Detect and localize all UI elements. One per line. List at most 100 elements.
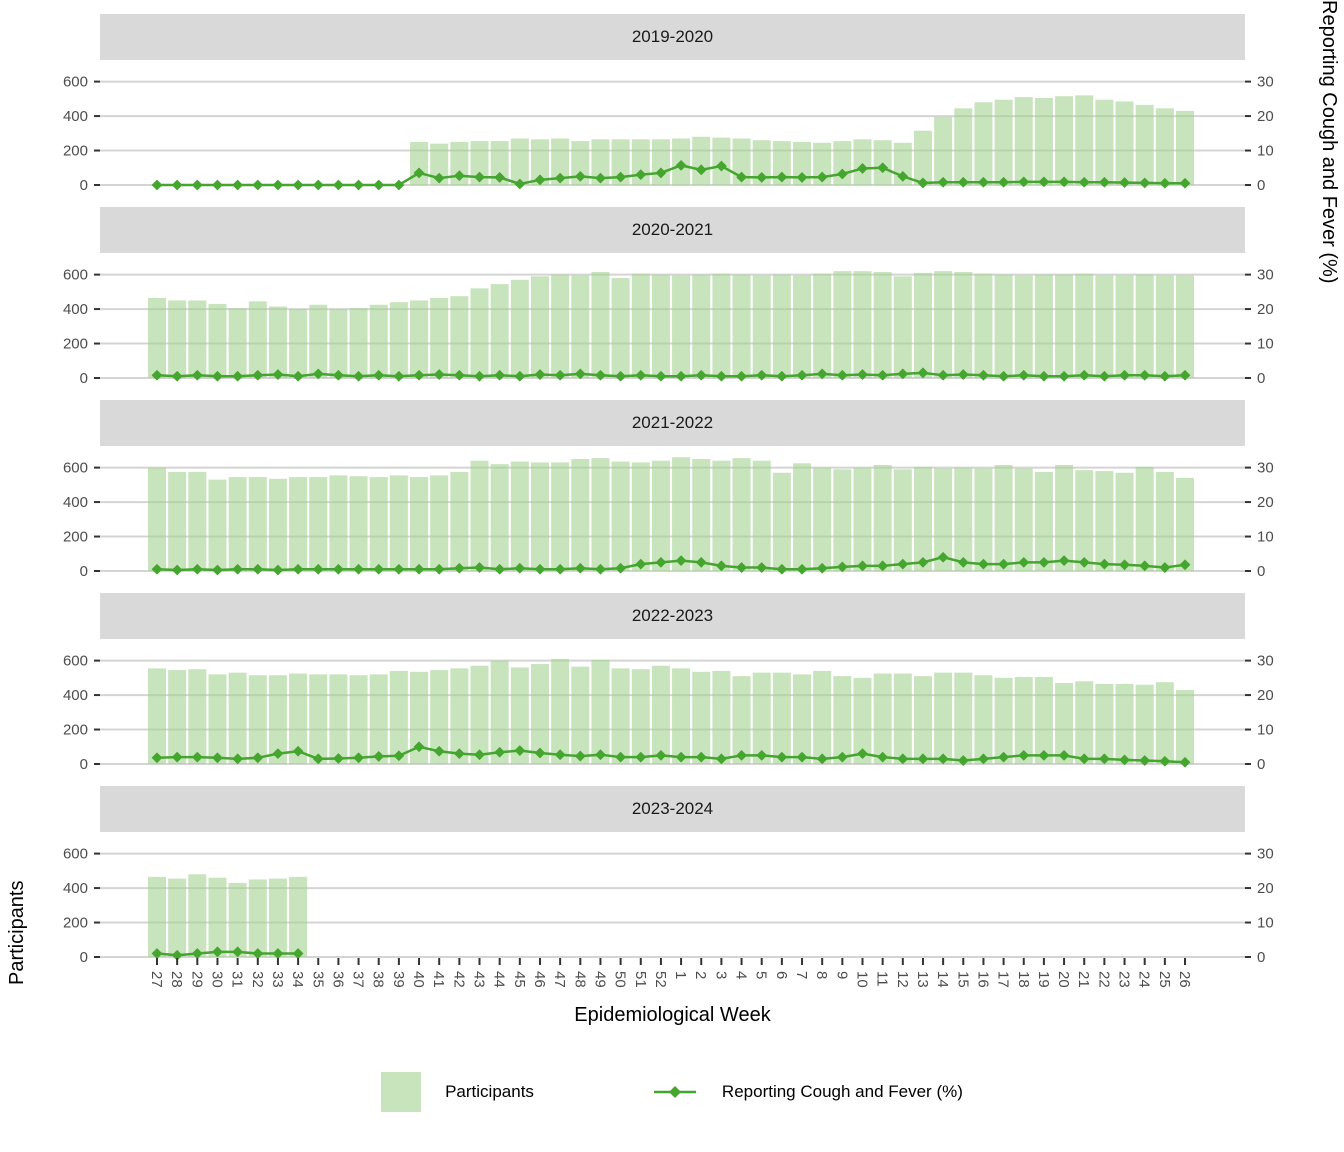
facet-strip-label: 2022-2023 <box>100 593 1245 639</box>
x-tick-label: 46 <box>531 971 548 988</box>
pct-point <box>917 367 929 379</box>
pct-point <box>635 369 647 381</box>
participants-bar <box>228 308 247 378</box>
participants-bar <box>530 664 549 764</box>
pct-point <box>1018 176 1030 188</box>
participants-bar <box>309 304 328 378</box>
pct-point <box>534 369 546 380</box>
right-tick-label: 30 <box>1257 267 1274 284</box>
participants-bar <box>248 477 267 571</box>
participants-bar <box>228 882 247 957</box>
pct-point <box>191 751 203 763</box>
x-tick-label: 47 <box>551 971 568 988</box>
pct-point <box>736 749 747 761</box>
facet-strip-label: 2023-2024 <box>100 786 1245 832</box>
participants-bar <box>994 99 1013 185</box>
participants-bar <box>148 467 166 571</box>
pct-point <box>474 749 485 761</box>
x-tick-label: 7 <box>793 971 810 979</box>
participants-bar <box>349 308 368 378</box>
x-tick-label: 41 <box>430 971 447 988</box>
pct-point <box>736 370 747 382</box>
participants-bar <box>611 139 630 185</box>
participants-bar <box>893 469 912 571</box>
right-tick-label: 30 <box>1257 460 1274 477</box>
pct-point <box>1139 755 1151 766</box>
participants-bar <box>1115 472 1134 571</box>
participants-bar <box>1095 471 1114 571</box>
x-tick-label: 30 <box>208 971 225 988</box>
participants-bar <box>591 659 610 764</box>
right-tick-label: 10 <box>1257 143 1274 160</box>
pct-point <box>514 562 526 574</box>
participants-bar <box>510 667 529 764</box>
pct-point <box>1038 556 1050 568</box>
participants-bar <box>188 300 207 378</box>
pct-point <box>897 558 909 570</box>
pct-point <box>675 555 687 567</box>
x-tick-label: 36 <box>329 971 346 988</box>
pct-point <box>776 370 788 382</box>
participants-bar <box>430 670 449 764</box>
pct-point <box>917 556 929 568</box>
right-tick-label: 10 <box>1257 336 1274 353</box>
pct-point <box>353 752 364 764</box>
participants-bar <box>631 273 650 378</box>
participants-bar <box>389 302 408 378</box>
left-tick-label: 600 <box>63 653 88 670</box>
pct-point <box>171 751 183 763</box>
x-tick-label: 33 <box>269 971 286 988</box>
participants-bar <box>410 671 429 764</box>
pct-point <box>836 561 848 573</box>
participants-bar <box>813 467 832 571</box>
participants-bar <box>329 309 348 378</box>
left-tick-label: 0 <box>80 177 88 194</box>
pct-point <box>1098 558 1110 570</box>
pct-point <box>212 179 223 191</box>
participants-bar <box>530 139 549 185</box>
pct-point <box>312 368 324 380</box>
pct-point <box>232 370 244 382</box>
x-tick-label: 22 <box>1095 971 1112 988</box>
participants-bar <box>208 674 227 764</box>
participants-bar <box>833 469 852 571</box>
pct-point <box>957 176 969 188</box>
pct-point <box>171 949 183 961</box>
pct-point <box>393 370 405 382</box>
facet-strip-label: 2021-2022 <box>100 400 1245 446</box>
participants-bar <box>813 273 832 378</box>
x-tick-label: 19 <box>1035 971 1052 988</box>
participants-bar <box>853 677 872 764</box>
pct-point <box>695 751 707 763</box>
participants-bar <box>571 666 590 764</box>
pct-point <box>857 560 868 572</box>
participants-bar <box>672 668 691 764</box>
participants-bar <box>510 279 529 378</box>
participants-bar <box>268 478 287 571</box>
pct-point <box>191 948 203 959</box>
participants-bar <box>490 284 509 378</box>
pct-point <box>453 562 465 574</box>
participants-bar <box>289 876 308 957</box>
pct-point <box>715 560 727 572</box>
participants-bar <box>430 297 449 378</box>
pct-point <box>1119 754 1130 766</box>
participants-bar <box>712 460 731 571</box>
pct-point <box>574 562 586 574</box>
right-tick-label: 30 <box>1257 846 1274 863</box>
pct-point <box>312 753 324 765</box>
pct-point <box>554 749 566 761</box>
participants-bar <box>813 142 832 185</box>
x-tick-label: 2 <box>692 971 709 979</box>
participants-bar <box>228 672 247 764</box>
participants-bar <box>1075 273 1094 378</box>
pct-point <box>474 370 485 382</box>
pct-line <box>156 555 1186 572</box>
right-tick-label: 20 <box>1257 494 1274 511</box>
facet-2022-2023: 2022-2023 0 0 200 10 400 20 600 30 <box>0 593 1344 786</box>
participants-bar <box>611 278 630 378</box>
participants-bar <box>873 673 892 764</box>
pct-point <box>796 369 808 381</box>
pct-point <box>957 369 969 380</box>
pct-point <box>151 369 163 381</box>
